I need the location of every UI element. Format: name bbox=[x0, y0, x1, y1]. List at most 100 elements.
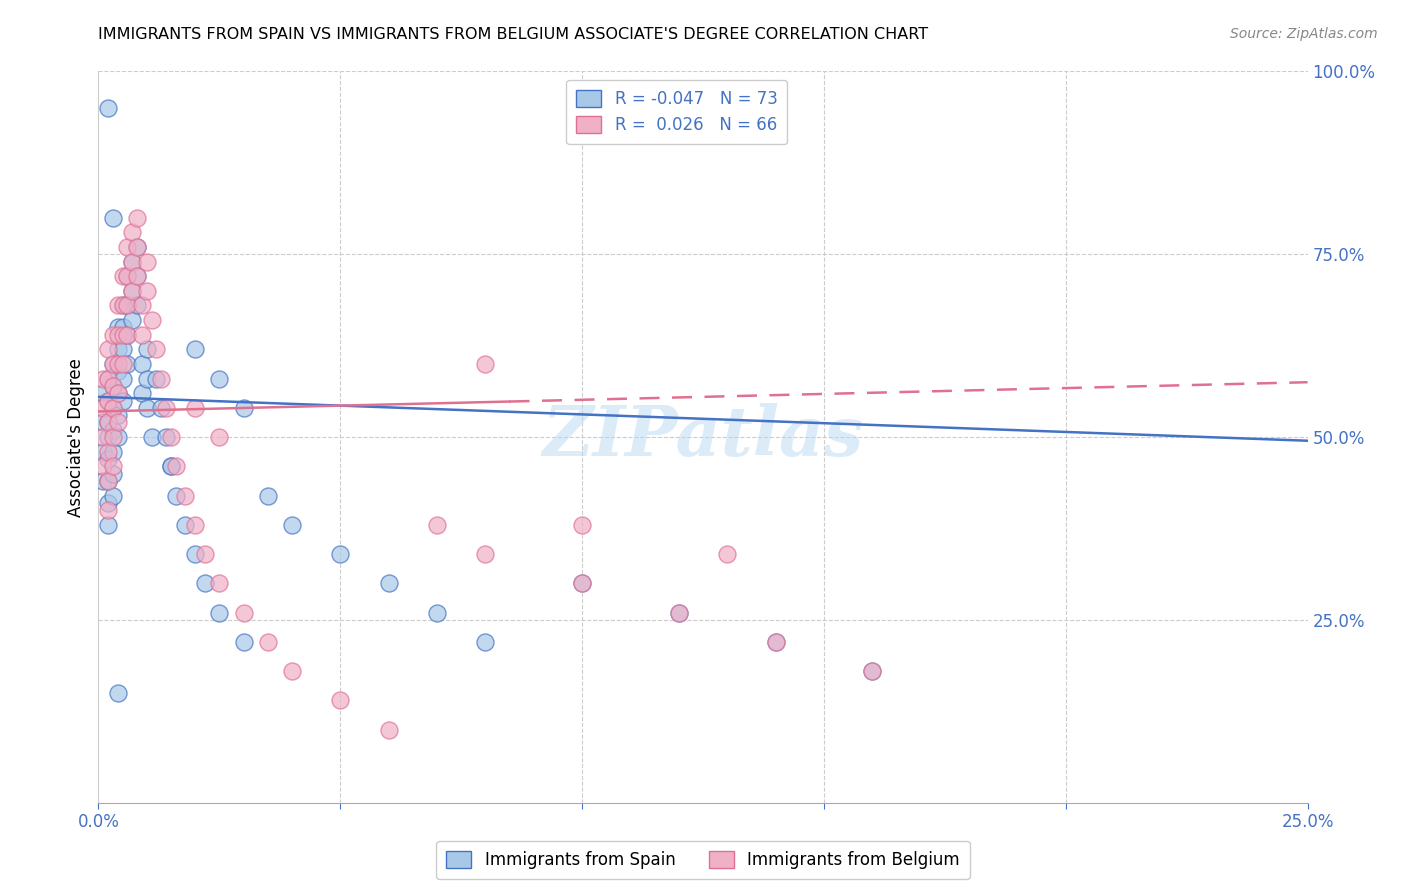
Point bbox=[97, 416, 120, 430]
Point bbox=[117, 327, 139, 342]
Point bbox=[426, 606, 449, 620]
Point bbox=[668, 606, 690, 620]
Point bbox=[127, 240, 149, 254]
Point bbox=[111, 371, 134, 385]
Point bbox=[101, 444, 124, 458]
Point bbox=[131, 357, 153, 371]
Point bbox=[860, 664, 883, 678]
Point bbox=[117, 269, 139, 284]
Point bbox=[141, 313, 163, 327]
Point bbox=[131, 386, 153, 401]
Point bbox=[184, 401, 207, 415]
Point bbox=[107, 686, 129, 700]
Point bbox=[121, 284, 143, 298]
Point bbox=[107, 327, 129, 342]
Point bbox=[97, 503, 120, 517]
Point bbox=[107, 320, 129, 334]
Point bbox=[117, 298, 139, 312]
Point bbox=[91, 430, 114, 444]
Point bbox=[377, 576, 399, 591]
Point bbox=[765, 635, 787, 649]
Point bbox=[135, 401, 157, 415]
Point bbox=[107, 430, 129, 444]
Point bbox=[145, 371, 167, 385]
Point bbox=[716, 547, 738, 561]
Point bbox=[97, 474, 120, 488]
Point bbox=[232, 401, 254, 415]
Point bbox=[474, 547, 496, 561]
Point bbox=[121, 284, 143, 298]
Point bbox=[101, 357, 124, 371]
Point bbox=[208, 606, 231, 620]
Point bbox=[97, 393, 120, 408]
Point bbox=[97, 496, 120, 510]
Legend: R = -0.047   N = 73, R =  0.026   N = 66: R = -0.047 N = 73, R = 0.026 N = 66 bbox=[567, 79, 787, 145]
Point bbox=[281, 517, 304, 532]
Point bbox=[765, 635, 787, 649]
Point bbox=[131, 327, 153, 342]
Point bbox=[426, 517, 449, 532]
Point bbox=[232, 606, 254, 620]
Point bbox=[160, 459, 183, 474]
Point bbox=[377, 723, 399, 737]
Point bbox=[97, 452, 120, 467]
Point bbox=[107, 357, 129, 371]
Legend: Immigrants from Spain, Immigrants from Belgium: Immigrants from Spain, Immigrants from B… bbox=[436, 841, 970, 880]
Point bbox=[91, 444, 114, 458]
Point bbox=[101, 357, 124, 371]
Point bbox=[127, 269, 149, 284]
Point bbox=[174, 489, 197, 503]
Point bbox=[117, 240, 139, 254]
Point bbox=[91, 416, 114, 430]
Point bbox=[121, 254, 143, 268]
Point bbox=[91, 401, 114, 415]
Point bbox=[101, 401, 124, 415]
Point bbox=[121, 313, 143, 327]
Point bbox=[101, 430, 124, 444]
Point bbox=[97, 101, 120, 115]
Point bbox=[135, 371, 157, 385]
Point bbox=[150, 371, 173, 385]
Point bbox=[571, 576, 593, 591]
Point bbox=[107, 364, 129, 378]
Point bbox=[232, 635, 254, 649]
Point bbox=[281, 664, 304, 678]
Point bbox=[101, 459, 124, 474]
Point bbox=[155, 401, 177, 415]
Point bbox=[91, 386, 114, 401]
Point bbox=[91, 474, 114, 488]
Point bbox=[97, 444, 120, 458]
Point bbox=[107, 408, 129, 422]
Point bbox=[135, 284, 157, 298]
Text: ZIPatlas: ZIPatlas bbox=[543, 403, 863, 471]
Point bbox=[329, 693, 352, 707]
Text: Source: ZipAtlas.com: Source: ZipAtlas.com bbox=[1230, 27, 1378, 41]
Point bbox=[155, 430, 177, 444]
Point bbox=[127, 240, 149, 254]
Point bbox=[107, 416, 129, 430]
Point bbox=[117, 327, 139, 342]
Point bbox=[145, 343, 167, 357]
Point bbox=[121, 254, 143, 268]
Point bbox=[571, 517, 593, 532]
Point bbox=[97, 343, 120, 357]
Point bbox=[184, 547, 207, 561]
Point bbox=[256, 635, 278, 649]
Point bbox=[329, 547, 352, 561]
Point bbox=[97, 517, 120, 532]
Point bbox=[208, 576, 231, 591]
Point bbox=[97, 393, 120, 408]
Point bbox=[160, 459, 183, 474]
Point bbox=[474, 357, 496, 371]
Point bbox=[117, 357, 139, 371]
Point bbox=[97, 430, 120, 444]
Point bbox=[107, 343, 129, 357]
Point bbox=[474, 635, 496, 649]
Point bbox=[141, 430, 163, 444]
Point bbox=[97, 371, 120, 385]
Point bbox=[256, 489, 278, 503]
Point bbox=[97, 416, 120, 430]
Point bbox=[111, 320, 134, 334]
Point bbox=[101, 379, 124, 393]
Point bbox=[184, 517, 207, 532]
